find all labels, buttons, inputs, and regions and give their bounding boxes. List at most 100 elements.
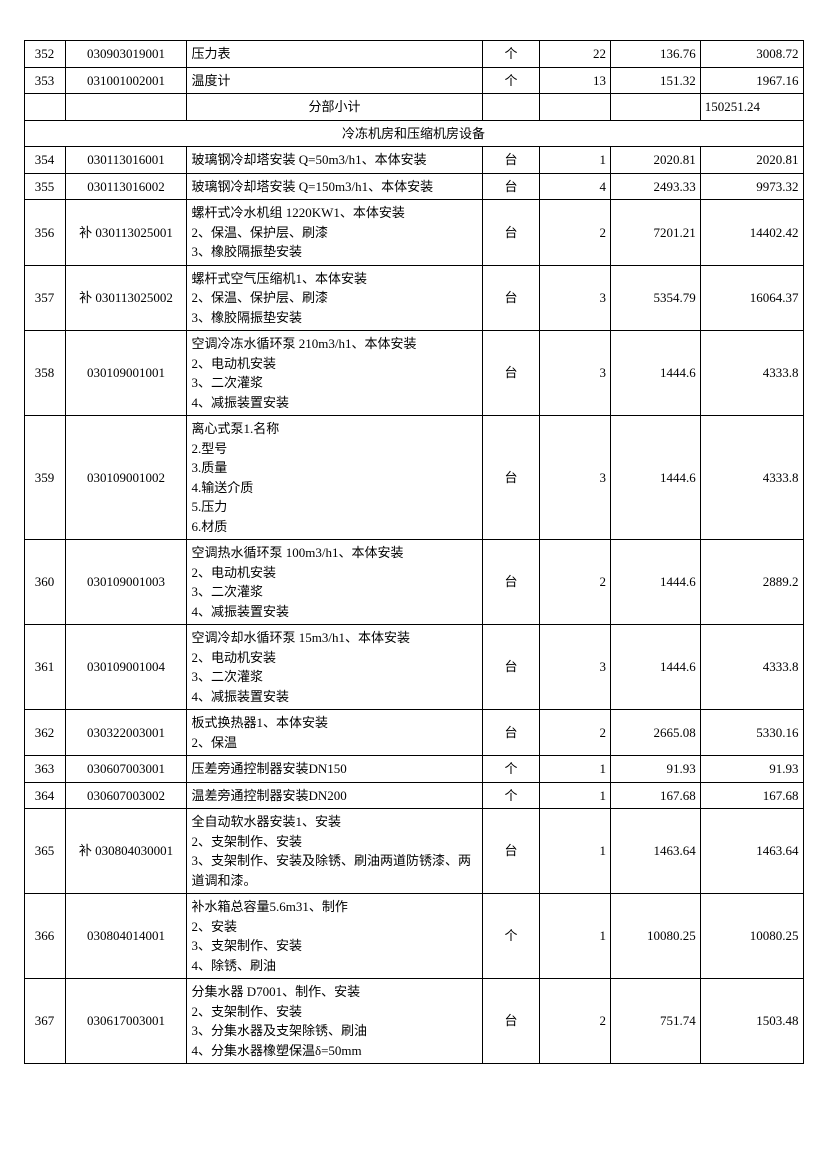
cell-desc: 补水箱总容量5.6m31、制作2、安装3、支架制作、安装4、除锈、刷油 — [187, 894, 482, 979]
cell-unit: 台 — [482, 710, 540, 756]
desc-line: 3、橡胶隔振垫安装 — [191, 242, 477, 262]
cell-price: 1444.6 — [610, 416, 700, 540]
desc-line: 4.输送介质 — [191, 478, 477, 498]
cell-no: 355 — [24, 173, 65, 200]
table-row: 363030607003001压差旁通控制器安装DN150个191.9391.9… — [24, 756, 803, 783]
table-row: 355030113016002玻璃钢冷却塔安装 Q=150m3/h1、本体安装台… — [24, 173, 803, 200]
cell-unit: 台 — [482, 540, 540, 625]
cell-code: 补 030113025001 — [65, 200, 187, 266]
desc-line: 压差旁通控制器安装DN150 — [191, 759, 477, 779]
desc-line: 2、保温 — [191, 733, 477, 753]
cell-price: 136.76 — [610, 41, 700, 68]
cell-total: 10080.25 — [700, 894, 803, 979]
cell-qty: 2 — [540, 710, 611, 756]
cell-price: 91.93 — [610, 756, 700, 783]
cell-qty: 22 — [540, 41, 611, 68]
table-row: 364030607003002温差旁通控制器安装DN200个1167.68167… — [24, 782, 803, 809]
cell-total: 2020.81 — [700, 147, 803, 174]
table-row: 356补 030113025001螺杆式冷水机组 1220KW1、本体安装2、保… — [24, 200, 803, 266]
section-header: 冷冻机房和压缩机房设备 — [24, 120, 803, 147]
cell-qty: 13 — [540, 67, 611, 94]
cell-qty: 1 — [540, 809, 611, 894]
cell-total: 1967.16 — [700, 67, 803, 94]
cell-code: 030113016002 — [65, 173, 187, 200]
cell-qty: 3 — [540, 331, 611, 416]
cell-qty: 1 — [540, 756, 611, 783]
cell-desc: 螺杆式冷水机组 1220KW1、本体安装2、保温、保护层、刷漆3、橡胶隔振垫安装 — [187, 200, 482, 266]
cell-no: 352 — [24, 41, 65, 68]
cell-unit: 个 — [482, 67, 540, 94]
cell-empty — [24, 94, 65, 121]
desc-line: 2、安装 — [191, 917, 477, 937]
cell-no: 354 — [24, 147, 65, 174]
cell-total: 16064.37 — [700, 265, 803, 331]
desc-line: 3、二次灌浆 — [191, 582, 477, 602]
cell-desc: 空调冷冻水循环泵 210m3/h1、本体安装2、电动机安装3、二次灌浆4、减振装… — [187, 331, 482, 416]
cell-no: 356 — [24, 200, 65, 266]
cell-price: 2665.08 — [610, 710, 700, 756]
page-container: 352030903019001压力表个22136.763008.72353031… — [4, 40, 824, 1104]
cell-price: 1444.6 — [610, 625, 700, 710]
cell-price: 151.32 — [610, 67, 700, 94]
cell-no: 357 — [24, 265, 65, 331]
cell-total: 4333.8 — [700, 331, 803, 416]
desc-line: 4、分集水器橡塑保温δ=50mm — [191, 1041, 477, 1061]
table-row: 353031001002001温度计个13151.321967.16 — [24, 67, 803, 94]
data-table: 352030903019001压力表个22136.763008.72353031… — [24, 40, 804, 1064]
cell-code: 030322003001 — [65, 710, 187, 756]
cell-qty: 1 — [540, 782, 611, 809]
cell-price: 1444.6 — [610, 540, 700, 625]
desc-line: 玻璃钢冷却塔安装 Q=150m3/h1、本体安装 — [191, 177, 477, 197]
desc-line: 压力表 — [191, 44, 477, 64]
cell-desc: 温差旁通控制器安装DN200 — [187, 782, 482, 809]
subtotal-label: 分部小计 — [187, 94, 482, 121]
desc-line: 3.质量 — [191, 458, 477, 478]
subtotal-row: 分部小计150251.24 — [24, 94, 803, 121]
desc-line: 4、减振装置安装 — [191, 602, 477, 622]
desc-line: 3、支架制作、安装 — [191, 936, 477, 956]
cell-code: 030804014001 — [65, 894, 187, 979]
desc-line: 2、支架制作、安装 — [191, 832, 477, 852]
cell-qty: 3 — [540, 265, 611, 331]
desc-line: 补水箱总容量5.6m31、制作 — [191, 897, 477, 917]
cell-price: 5354.79 — [610, 265, 700, 331]
cell-desc: 离心式泵1.名称2.型号3.质量4.输送介质5.压力6.材质 — [187, 416, 482, 540]
cell-price: 751.74 — [610, 979, 700, 1064]
cell-total: 167.68 — [700, 782, 803, 809]
cell-code: 补 030804030001 — [65, 809, 187, 894]
table-row: 365补 030804030001全自动软水器安装1、安装2、支架制作、安装3、… — [24, 809, 803, 894]
desc-line: 4、除锈、刷油 — [191, 956, 477, 976]
cell-no: 362 — [24, 710, 65, 756]
desc-line: 螺杆式冷水机组 1220KW1、本体安装 — [191, 203, 477, 223]
cell-total: 4333.8 — [700, 625, 803, 710]
section-header-row: 冷冻机房和压缩机房设备 — [24, 120, 803, 147]
cell-total: 14402.42 — [700, 200, 803, 266]
desc-line: 2、保温、保护层、刷漆 — [191, 223, 477, 243]
cell-desc: 玻璃钢冷却塔安装 Q=150m3/h1、本体安装 — [187, 173, 482, 200]
cell-desc: 板式换热器1、本体安装2、保温 — [187, 710, 482, 756]
cell-no: 364 — [24, 782, 65, 809]
desc-line: 3、支架制作、安装及除锈、刷油两道防锈漆、两道调和漆。 — [191, 851, 477, 890]
cell-qty: 2 — [540, 979, 611, 1064]
cell-qty: 3 — [540, 625, 611, 710]
cell-desc: 空调热水循环泵 100m3/h1、本体安装2、电动机安装3、二次灌浆4、减振装置… — [187, 540, 482, 625]
cell-code: 030903019001 — [65, 41, 187, 68]
cell-code: 030109001004 — [65, 625, 187, 710]
table-row: 367030617003001分集水器 D7001、制作、安装2、支架制作、安装… — [24, 979, 803, 1064]
cell-total: 5330.16 — [700, 710, 803, 756]
table-row: 360030109001003空调热水循环泵 100m3/h1、本体安装2、电动… — [24, 540, 803, 625]
desc-line: 分集水器 D7001、制作、安装 — [191, 982, 477, 1002]
table-row: 361030109001004空调冷却水循环泵 15m3/h1、本体安装2、电动… — [24, 625, 803, 710]
cell-no: 358 — [24, 331, 65, 416]
desc-line: 3、二次灌浆 — [191, 373, 477, 393]
desc-line: 2、电动机安装 — [191, 563, 477, 583]
cell-code: 030617003001 — [65, 979, 187, 1064]
cell-empty — [65, 94, 187, 121]
table-row: 359030109001002离心式泵1.名称2.型号3.质量4.输送介质5.压… — [24, 416, 803, 540]
cell-price: 1444.6 — [610, 331, 700, 416]
cell-code: 补 030113025002 — [65, 265, 187, 331]
cell-desc: 空调冷却水循环泵 15m3/h1、本体安装2、电动机安装3、二次灌浆4、减振装置… — [187, 625, 482, 710]
cell-qty: 3 — [540, 416, 611, 540]
cell-unit: 台 — [482, 173, 540, 200]
table-row: 358030109001001空调冷冻水循环泵 210m3/h1、本体安装2、电… — [24, 331, 803, 416]
